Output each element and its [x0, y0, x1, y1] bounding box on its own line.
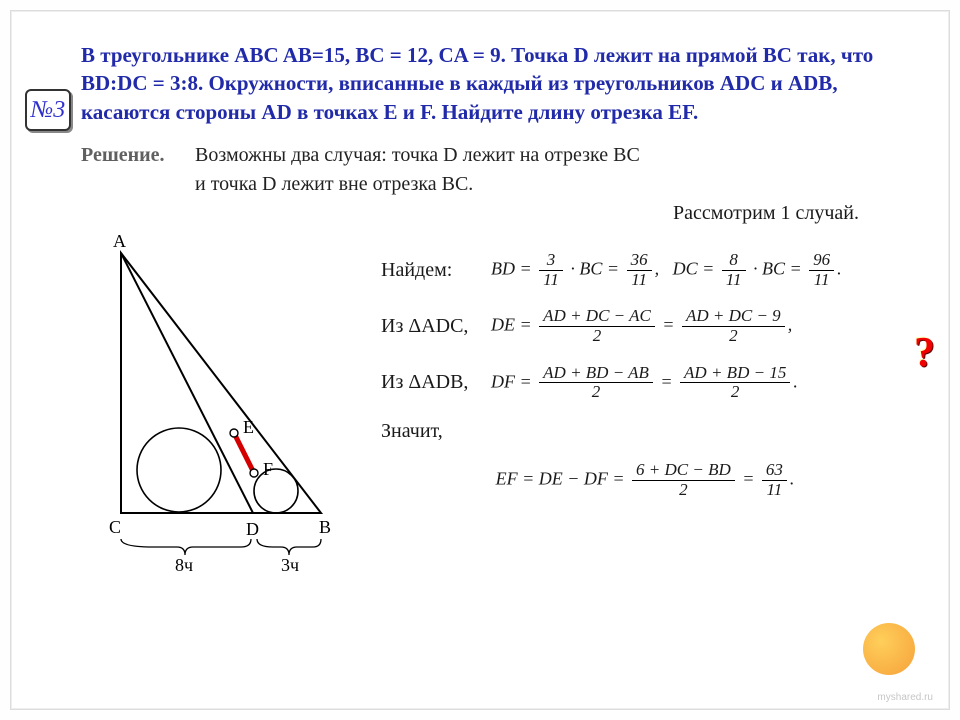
- segment-ad: [121, 253, 253, 513]
- incircle-adb: [254, 469, 298, 513]
- formula-ef: EF = DE − DF = 6 + DC − BD2 = 6311.: [496, 461, 795, 499]
- therefore-label: Значит,: [381, 420, 491, 443]
- label-c: C: [109, 517, 121, 537]
- formula-de: DE = AD + DC − AC2 = AD + DC − 92,: [491, 307, 792, 345]
- math-area: Найдем: BD = 311 · BC = 3611, DC = 811 ·…: [381, 233, 909, 578]
- find-line: Найдем: BD = 311 · BC = 3611, DC = 811 ·…: [381, 251, 909, 289]
- adc-label: Из ΔADC,: [381, 315, 491, 338]
- adb-label: Из ΔADB,: [381, 371, 491, 394]
- therefore-line: Значит,: [381, 420, 909, 443]
- adb-line: Из ΔADB, DF = AD + BD − AB2 = AD + BD − …: [381, 364, 909, 402]
- problem-statement: В треугольнике ABC AB=15, BC = 12, CA = …: [81, 41, 909, 126]
- solution-label: Решение.: [81, 144, 191, 167]
- case-1-label: Рассмотрим 1 случай.: [81, 202, 859, 225]
- watermark: myshared.ru: [877, 692, 933, 703]
- brace-db: [257, 539, 321, 555]
- label-f: F: [263, 459, 273, 479]
- incircle-adc: [137, 428, 221, 512]
- label-b: B: [319, 517, 331, 537]
- seg-label-cd: 8ч: [175, 555, 193, 575]
- orange-dot-decoration: [863, 623, 915, 675]
- problem-number-badge: №3: [25, 89, 71, 131]
- solution-line-1: Возможны два случая: точка D лежит на от…: [195, 144, 895, 167]
- seg-label-db: 3ч: [281, 555, 299, 575]
- label-d: D: [246, 519, 259, 539]
- formula-df: DF = AD + BD − AB2 = AD + BD − 152.: [491, 364, 798, 402]
- formula-bd: BD = 311 · BC = 3611, DC = 811 · BC = 96…: [491, 251, 842, 289]
- find-label: Найдем:: [381, 259, 491, 282]
- triangle-diagram: A C B D E F 8ч 3ч: [81, 233, 371, 573]
- point-e: [230, 429, 238, 437]
- solution-line-2: и точка D лежит вне отрезка BC.: [195, 173, 895, 196]
- diagram-area: A C B D E F 8ч 3ч: [81, 233, 381, 578]
- question-mark-icon: ?: [914, 329, 935, 377]
- solution-row-1: Решение. Возможны два случая: точка D ле…: [81, 144, 909, 167]
- label-a: A: [113, 231, 126, 251]
- brace-cd: [121, 539, 251, 555]
- segment-ef: [234, 433, 254, 473]
- content-area: A C B D E F 8ч 3ч Найдем: BD = 311 · BC …: [81, 233, 909, 578]
- label-e: E: [243, 417, 254, 437]
- ef-line: EF = DE − DF = 6 + DC − BD2 = 6311.: [381, 461, 909, 499]
- badge-text: №3: [31, 97, 66, 124]
- point-f: [250, 469, 258, 477]
- adc-line: Из ΔADC, DE = AD + DC − AC2 = AD + DC − …: [381, 307, 909, 345]
- solution-row-2: и точка D лежит вне отрезка BC.: [81, 173, 909, 196]
- slide: №3 В треугольнике ABC AB=15, BC = 12, CA…: [10, 10, 950, 710]
